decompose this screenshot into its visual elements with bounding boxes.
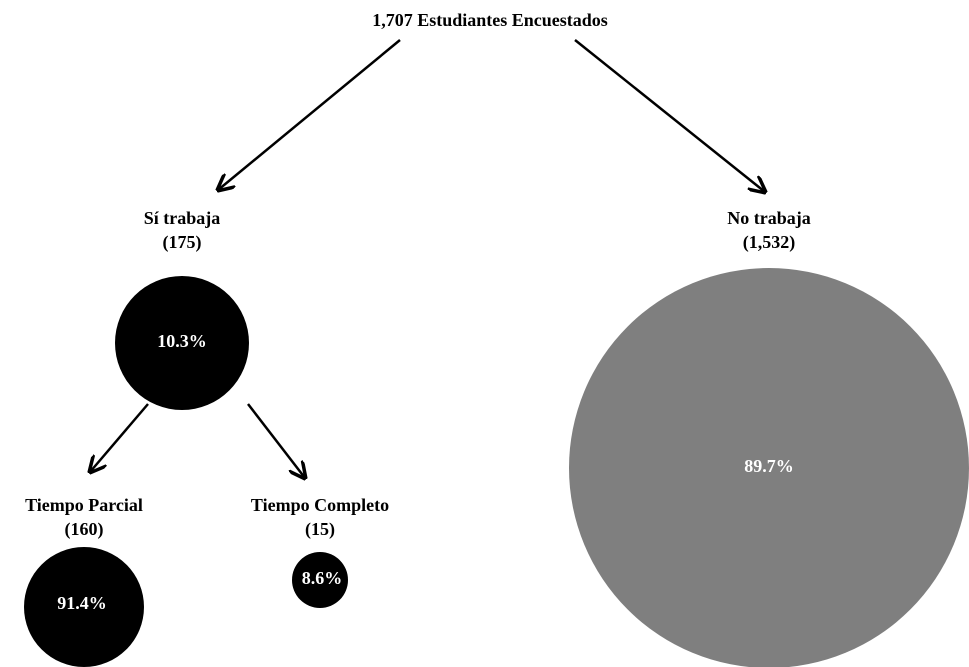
- node-circle: [569, 268, 969, 667]
- node-count: (1,532): [743, 232, 796, 253]
- node-percent: 10.3%: [157, 331, 207, 351]
- node-percent: 8.6%: [302, 568, 343, 588]
- node-percent: 91.4%: [57, 593, 107, 613]
- node-percent: 89.7%: [744, 456, 794, 476]
- node-label: Tiempo Completo: [251, 495, 389, 515]
- node-circle: [292, 552, 348, 608]
- node-circle: [115, 276, 249, 410]
- node-count: (160): [65, 519, 104, 540]
- node-label: Sí trabaja: [144, 208, 221, 228]
- arrow: [247, 403, 305, 478]
- node-label: Tiempo Parcial: [25, 495, 143, 515]
- arrow: [574, 39, 765, 192]
- root-label: 1,707 Estudiantes Encuestados: [372, 10, 608, 30]
- node-circle: [24, 547, 144, 667]
- arrow: [218, 39, 401, 190]
- node-label: No trabaja: [727, 208, 811, 228]
- arrow: [90, 403, 149, 472]
- node-count: (15): [305, 519, 335, 540]
- node-count: (175): [163, 232, 202, 253]
